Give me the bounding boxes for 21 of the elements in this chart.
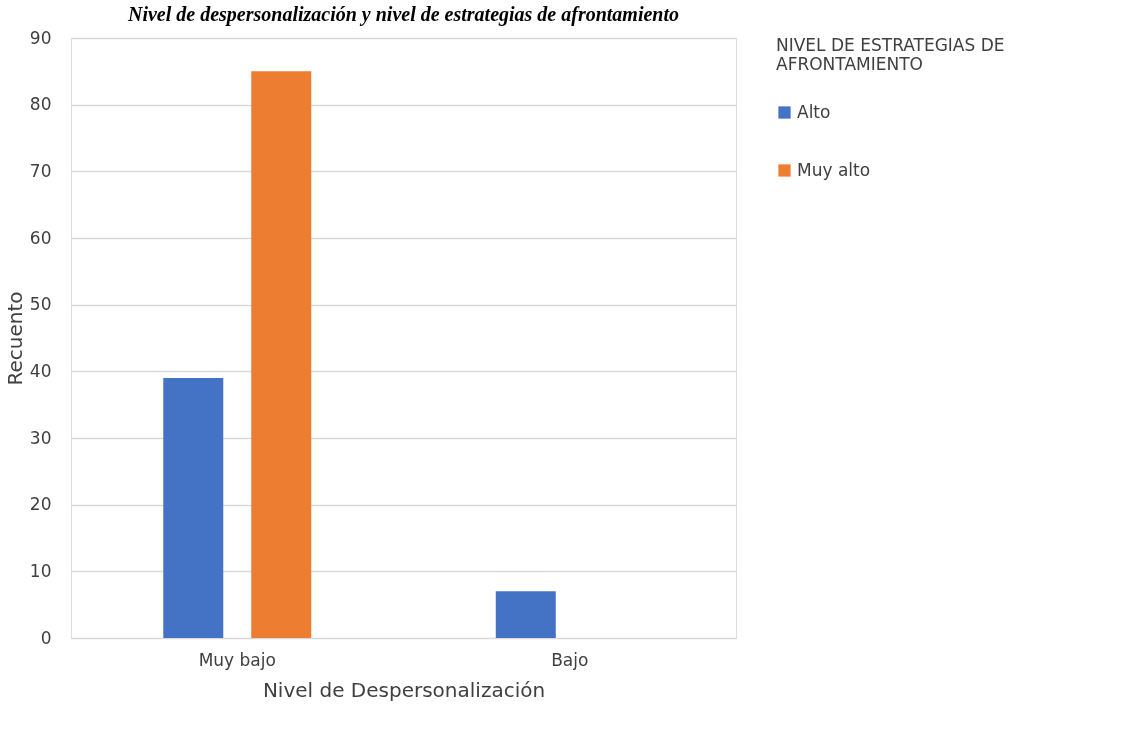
x-tick-label: Muy bajo bbox=[198, 649, 276, 670]
bar bbox=[495, 591, 556, 638]
bar bbox=[163, 378, 224, 638]
y-tick-label: 80 bbox=[29, 94, 52, 115]
chart-title: Nivel de despersonalización y nivel de estrategias de afrontamiento bbox=[126, 3, 680, 26]
y-tick-label: 70 bbox=[29, 160, 52, 181]
y-tick-label: 60 bbox=[29, 227, 52, 248]
legend-label: Alto bbox=[797, 101, 831, 122]
y-tick-label: 50 bbox=[29, 294, 52, 315]
legend-label: Muy alto bbox=[797, 159, 871, 180]
y-tick-label: 0 bbox=[40, 627, 52, 648]
x-tick-label: Bajo bbox=[551, 649, 589, 670]
bar bbox=[251, 71, 312, 638]
x-axis-title: Nivel de Despersonalización bbox=[262, 677, 546, 702]
legend-title: NIVEL DE ESTRATEGIAS DE AFRONTAMIENTO bbox=[776, 35, 1005, 74]
y-tick-label: 30 bbox=[29, 427, 52, 448]
y-tick-label: 40 bbox=[29, 360, 52, 381]
y-tick-label: 20 bbox=[29, 494, 52, 515]
y-tick-label: 10 bbox=[29, 560, 52, 581]
y-tick-label: 90 bbox=[29, 27, 52, 48]
y-axis-title: Recuento bbox=[2, 291, 27, 386]
